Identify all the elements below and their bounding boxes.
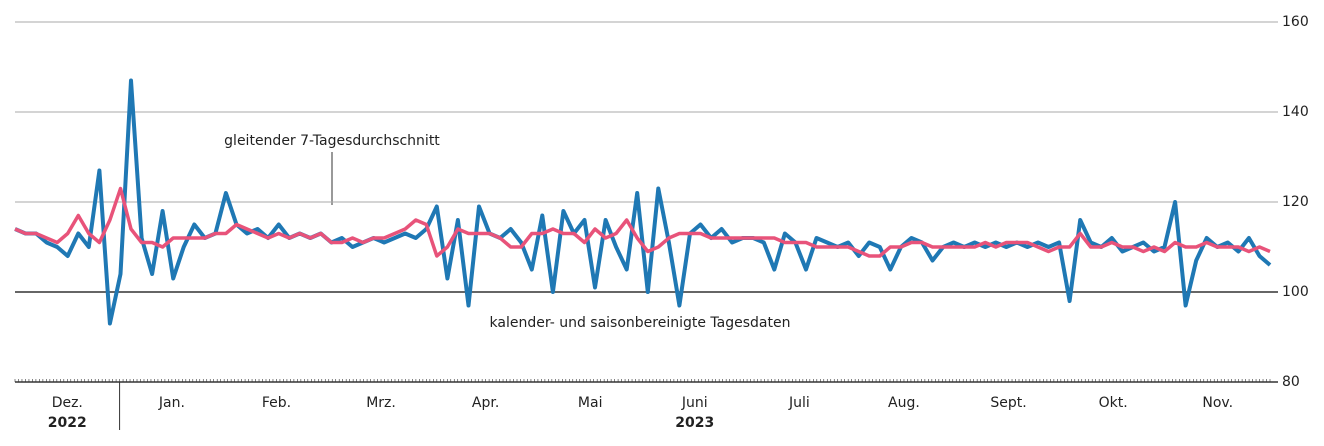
series-line [14,186,1271,258]
x-tick-label: Okt. [1099,395,1128,411]
x-tick-label: Dez. [52,395,83,411]
x-tick-label: Feb. [262,395,291,411]
x-tick-label: Sept. [990,395,1026,411]
x-tick-label: Nov. [1202,395,1233,411]
x-tick-label: Juli [788,395,810,411]
x-tick-label: Apr. [472,395,499,411]
y-tick-label: 80 [1282,374,1300,390]
y-tick-label: 100 [1282,284,1309,300]
year-label: 2022 [48,415,87,431]
x-tick-label: Jan. [158,395,185,411]
year-label: 2023 [675,415,714,431]
x-tick-label: Mrz. [366,395,396,411]
y-tick-label: 120 [1282,194,1309,210]
annotation: kalender- und saisonbereinigte Tagesdate… [490,315,791,331]
x-tick-label: Aug. [888,395,920,411]
y-tick-label: 160 [1282,14,1309,30]
y-tick-label: 140 [1282,104,1309,120]
x-tick-label: Juni [681,395,708,411]
annotation: gleitender 7-Tagesdurchschnitt [224,133,440,149]
x-tick-label: Mai [578,395,603,411]
